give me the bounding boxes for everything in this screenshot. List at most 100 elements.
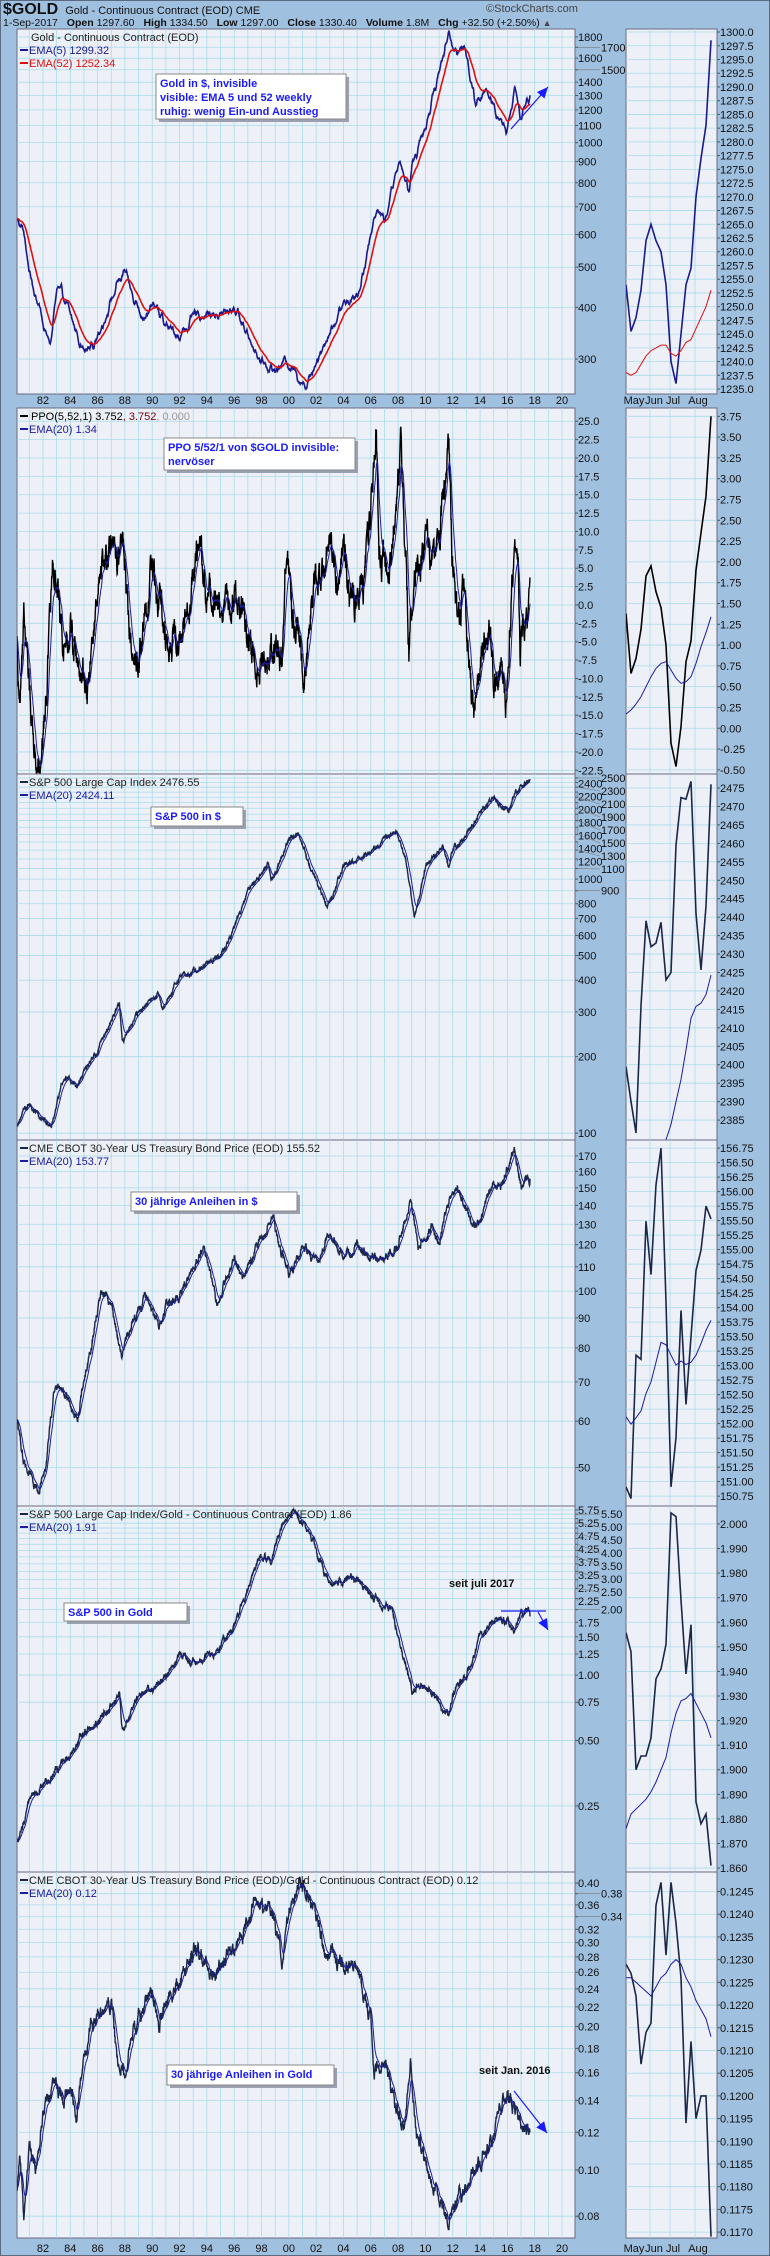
- side-y-tick-label: 2450: [720, 875, 744, 887]
- y-tick-label: 1800: [578, 32, 602, 44]
- y-tick-label: 100: [578, 1128, 596, 1140]
- y-tick-label: 0.12: [578, 2127, 599, 2139]
- side-plot-area: [625, 1505, 718, 1873]
- tick-leader-line: [576, 841, 579, 849]
- side-y-tick-label: 1287.5: [720, 96, 754, 108]
- panel: 150.75 151.00 151.25 151.50 151.75 152.00 152.…: [16, 1139, 754, 1507]
- x-tick-label: 14: [474, 2243, 486, 2255]
- annotation-box: [155, 73, 347, 120]
- side-y-tick-label: 0.1180: [720, 2182, 753, 2194]
- side-series-line: [626, 1511, 712, 1866]
- side-y-tick-label: 2470: [720, 801, 744, 813]
- side-y-tick-label: 1.870: [720, 1838, 748, 1850]
- tick-leader-line: [576, 1579, 579, 1589]
- tick-leader-line: [576, 802, 579, 810]
- side-y-tick-label: 1265.0: [720, 219, 754, 231]
- y-tick-label: 0.30: [578, 1938, 599, 1950]
- side-y-tick-label: 1.860: [720, 1863, 748, 1875]
- annotation-text: visible: EMA 5 und 52 weekly: [160, 92, 313, 104]
- side-y-tick-label: -0.25: [720, 744, 745, 756]
- y-tick-label: 0.36: [578, 1900, 599, 1912]
- y-tick-label: 1700: [601, 825, 625, 837]
- month-tick-label: Jun: [645, 395, 663, 407]
- side-y-tick-label: 1270.0: [720, 192, 754, 204]
- close-label: Close: [287, 17, 316, 29]
- ema-line: [17, 1154, 531, 1491]
- x-tick-label: 14: [474, 395, 486, 407]
- y-tick-label: 0.18: [578, 2043, 599, 2055]
- tick-leader-line: [577, 820, 601, 831]
- symbol: $GOLD: [3, 1, 59, 18]
- x-tick-label: 98: [255, 395, 267, 407]
- arrow-head-icon: [536, 2121, 547, 2133]
- legend-part: PPO(5,52,1) 3.752: [31, 411, 123, 423]
- side-y-tick-label: 2385: [720, 1115, 744, 1127]
- x-tick-label: 16: [501, 2243, 513, 2255]
- y-tick-label: 160: [578, 1166, 596, 1178]
- y-tick-label: 100: [578, 1286, 596, 1298]
- y-tick-label: 3.25: [578, 1570, 599, 1582]
- side-y-tick-label: 151.50: [720, 1448, 754, 1460]
- x-tick-label: 88: [119, 2243, 131, 2255]
- side-y-tick-label: 1282.5: [720, 123, 754, 135]
- y-tick-label: -17.5: [578, 729, 603, 741]
- y-tick-label: 400: [578, 302, 596, 314]
- side-y-tick-label: 1.900: [720, 1765, 748, 1777]
- side-y-tick-label: 2445: [720, 894, 744, 906]
- x-tick-label: 82: [37, 2243, 49, 2255]
- annotation-box: [63, 1602, 188, 1622]
- side-y-tick-label: 1295.0: [720, 54, 754, 66]
- side-series-line: [626, 1692, 712, 1829]
- side-series-line: [626, 1958, 712, 2037]
- x-tick-label: 84: [64, 2243, 76, 2255]
- y-tick-label: 140: [578, 1200, 596, 1212]
- x-tick-label: 86: [91, 395, 103, 407]
- y-tick-label: 120: [578, 1240, 596, 1252]
- y-tick-label: 1200: [578, 856, 602, 868]
- y-tick-label: 0.14: [578, 2095, 599, 2107]
- side-y-tick-label: 2.75: [720, 495, 741, 507]
- y-tick-label: 0.0: [578, 600, 593, 612]
- y-tick-label: 20.0: [578, 453, 599, 465]
- tick-leader-line: [577, 807, 601, 818]
- y-tick-label: 17.5: [578, 471, 599, 483]
- side-series-line: [626, 290, 712, 376]
- side-y-tick-label: 1255.0: [720, 274, 754, 286]
- copyright[interactable]: ©StockCharts.com: [486, 3, 578, 15]
- tick-leader-line: [577, 1588, 601, 1593]
- main-plot-area: [16, 1871, 576, 2239]
- y-tick-label: 1100: [578, 121, 602, 133]
- y-tick-label: 22.5: [578, 435, 599, 447]
- side-plot-area: [625, 28, 718, 395]
- y-tick-label: 2300: [601, 786, 625, 798]
- legend-entry: EMA(20) 1.91: [29, 1522, 97, 1534]
- legend-entry: S&P 500 Large Cap Index/Gold - Continuou…: [29, 1509, 352, 1521]
- side-y-tick-label: 2410: [720, 1023, 744, 1035]
- y-tick-label: 1500: [601, 65, 625, 77]
- side-y-tick-label: 1292.5: [720, 68, 754, 80]
- y-tick-label: 60: [578, 1416, 590, 1428]
- side-series-line: [665, 974, 712, 1140]
- legend-entry: CME CBOT 30-Year US Treasury Bond Price …: [29, 1143, 320, 1155]
- y-tick-label: 0.26: [578, 1967, 599, 1979]
- x-tick-label: 96: [228, 395, 240, 407]
- side-y-tick-label: 151.00: [720, 1477, 754, 1489]
- y-tick-label: 0.10: [578, 2165, 599, 2177]
- legend-entry: EMA(20) 153.77: [29, 1156, 109, 1168]
- tick-leader-line: [577, 1522, 601, 1528]
- annotation-box: [130, 1191, 298, 1212]
- panel: -0.50 -0.25 0.00 0.25 0.50 0.75 1.00 1.25 1.50 1.…: [16, 407, 745, 777]
- side-y-tick-label: 1.980: [720, 1568, 748, 1580]
- ema-line: [17, 781, 531, 1126]
- side-y-tick-label: 0.1225: [720, 1977, 754, 1989]
- month-tick-label: Aug: [688, 2243, 708, 2255]
- y-tick-label: 2.25: [578, 1596, 599, 1608]
- side-y-tick-label: 1300.0: [720, 27, 754, 39]
- side-y-tick-label: 2390: [720, 1097, 744, 1109]
- side-y-tick-label: 2.25: [720, 536, 741, 548]
- y-tick-label: 0.08: [578, 2211, 599, 2223]
- y-tick-label: 170: [578, 1151, 596, 1163]
- y-tick-label: -20.0: [578, 747, 603, 759]
- side-y-tick-label: 1240.0: [720, 357, 754, 369]
